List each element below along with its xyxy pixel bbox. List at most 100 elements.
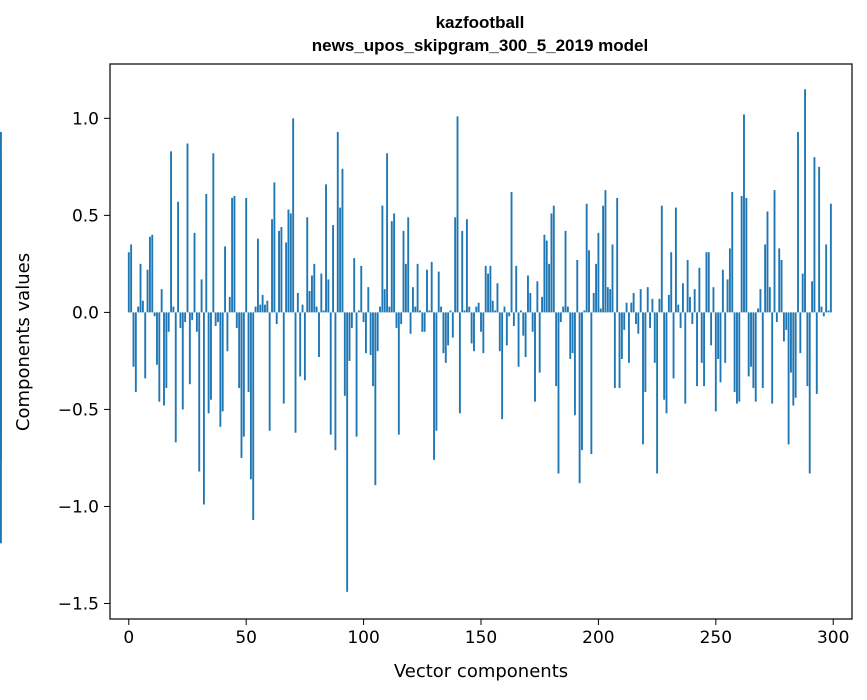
bar xyxy=(782,312,785,342)
bar xyxy=(473,312,475,352)
bar xyxy=(158,312,161,402)
bar xyxy=(595,263,597,313)
bar xyxy=(637,312,640,334)
bar xyxy=(799,312,802,354)
bar xyxy=(376,312,379,352)
bar xyxy=(585,203,588,313)
bar xyxy=(301,304,304,313)
bar xyxy=(512,312,515,326)
bar xyxy=(353,258,356,313)
bar xyxy=(792,312,795,406)
x-tick-label: 300 xyxy=(817,628,849,648)
bar xyxy=(606,287,609,313)
bar xyxy=(240,312,243,458)
x-axis: 0 50 100 150 200 250 300 xyxy=(123,619,849,648)
bar xyxy=(437,271,440,313)
bar xyxy=(590,312,593,455)
bar xyxy=(505,312,508,346)
bar xyxy=(611,244,614,313)
bar xyxy=(202,312,205,505)
bar xyxy=(618,312,621,389)
y-axis-label: Components values xyxy=(13,253,34,431)
bar xyxy=(541,296,543,313)
bar xyxy=(508,312,511,317)
bar xyxy=(299,312,302,377)
bar xyxy=(489,265,492,313)
bar xyxy=(632,292,635,313)
bar xyxy=(477,302,480,313)
bar xyxy=(144,312,147,379)
bar xyxy=(501,312,504,420)
bar xyxy=(449,310,452,313)
bar xyxy=(214,312,217,326)
bar xyxy=(583,310,586,313)
bar xyxy=(362,312,365,323)
bar xyxy=(271,219,273,313)
bar xyxy=(743,114,745,313)
bar xyxy=(311,275,313,313)
bar xyxy=(646,287,649,313)
y-tick-label: 1.0 xyxy=(72,109,99,129)
bar xyxy=(329,312,332,435)
bar xyxy=(780,260,783,313)
bar xyxy=(597,232,600,313)
bar xyxy=(461,230,464,313)
bar xyxy=(517,312,520,367)
bar xyxy=(308,291,311,313)
bar xyxy=(653,312,656,363)
bar xyxy=(498,312,501,352)
bar xyxy=(141,300,144,313)
bar xyxy=(609,289,612,313)
bar xyxy=(752,312,755,389)
bar xyxy=(771,312,774,404)
bar xyxy=(599,308,602,313)
bar xyxy=(381,205,384,313)
bar xyxy=(181,312,184,410)
bar xyxy=(465,219,468,313)
bar xyxy=(430,261,433,313)
bar xyxy=(423,312,426,332)
bar xyxy=(663,312,666,400)
bar xyxy=(320,273,323,313)
bar xyxy=(444,312,447,363)
bar xyxy=(252,312,255,521)
bar xyxy=(414,306,417,313)
bar xyxy=(564,230,567,313)
bar xyxy=(496,283,499,313)
bar xyxy=(562,306,565,313)
bar xyxy=(480,312,482,332)
bar xyxy=(268,312,271,431)
bar xyxy=(515,265,518,313)
bar xyxy=(177,201,180,313)
x-axis-label: Vector components xyxy=(394,661,568,682)
bar xyxy=(404,263,407,313)
bar xyxy=(670,252,673,313)
bar xyxy=(761,312,764,389)
bar xyxy=(707,252,710,313)
bar xyxy=(686,260,689,313)
bar xyxy=(156,312,158,365)
bar xyxy=(649,312,651,328)
bar xyxy=(348,312,351,361)
x-tick-label: 200 xyxy=(582,628,614,648)
bar xyxy=(827,310,830,313)
bar xyxy=(238,312,241,389)
bar xyxy=(604,190,607,313)
bar xyxy=(552,205,555,313)
bar xyxy=(710,312,713,346)
bar xyxy=(726,279,729,313)
bar xyxy=(592,292,595,313)
bar xyxy=(421,312,424,332)
bar xyxy=(691,312,694,325)
bar xyxy=(383,289,386,313)
bar xyxy=(357,310,360,313)
bar xyxy=(503,306,506,313)
bar xyxy=(374,312,377,486)
bar xyxy=(266,300,269,313)
bar xyxy=(625,302,628,313)
bar xyxy=(296,292,299,313)
bar xyxy=(442,312,445,354)
bar xyxy=(315,306,318,313)
bar xyxy=(620,312,623,359)
